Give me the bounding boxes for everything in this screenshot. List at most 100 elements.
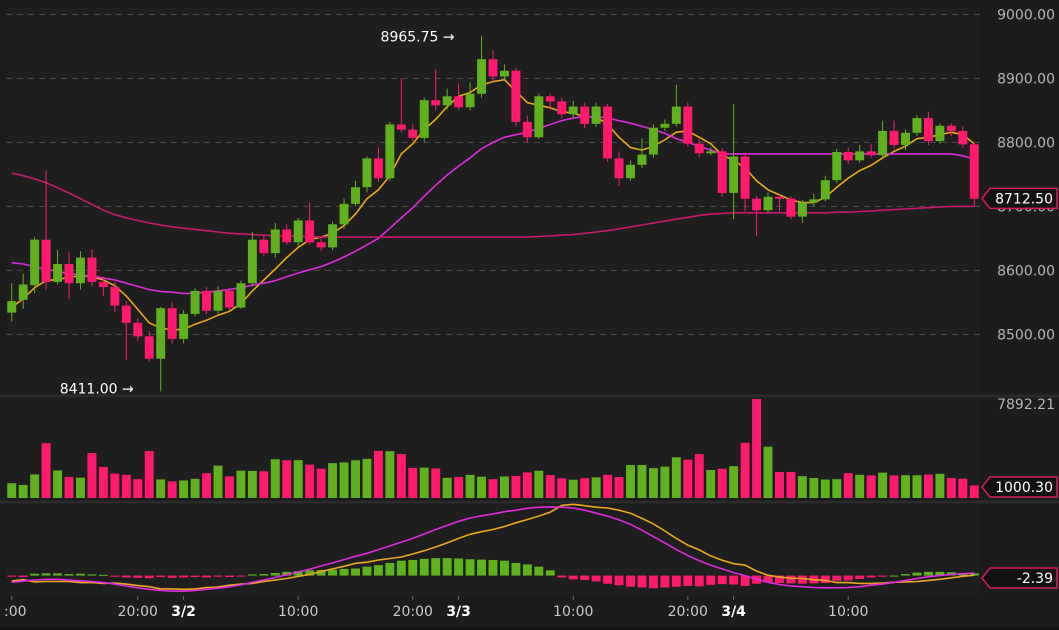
price-annotation: 8411.00 → (60, 381, 134, 397)
candle-body (820, 180, 830, 200)
macd-histogram-bar (866, 575, 876, 578)
volume-bar (328, 463, 338, 498)
volume-bar (7, 483, 17, 498)
volume-bar (270, 459, 280, 498)
macd-histogram-bar (351, 568, 360, 576)
value-tag-label: 8712.50 (995, 191, 1053, 207)
macd-histogram-bar (499, 560, 509, 576)
candle (855, 144, 865, 163)
candle (18, 273, 28, 309)
candle (167, 302, 177, 344)
macd-histogram-bar (912, 572, 922, 576)
candle (41, 171, 51, 290)
macd-histogram-bar (442, 558, 452, 576)
macd-histogram-bar (878, 575, 888, 577)
macd-histogram-bar (969, 573, 979, 576)
candle (7, 283, 17, 322)
candle-body (53, 264, 63, 282)
candle (30, 237, 40, 293)
time-tick-label: 3/2 (171, 604, 196, 620)
candle-body (259, 239, 269, 254)
volume-bar (626, 465, 635, 498)
price-tick-label: 9000.00 (997, 7, 1055, 23)
candle-body (98, 281, 108, 288)
candle-body (706, 151, 716, 154)
volume-bar (247, 470, 257, 498)
candle (373, 147, 383, 183)
candle-body (923, 118, 933, 142)
candle (224, 287, 234, 311)
candle-body (431, 100, 441, 106)
macd-histogram-bar (603, 575, 613, 584)
candle (202, 287, 211, 314)
candle-body (660, 123, 670, 128)
volume-bar (671, 457, 681, 498)
volume-max-label: 7892.21 (997, 397, 1055, 413)
macd-histogram-bar (763, 575, 773, 583)
volume-bar (18, 484, 28, 498)
volume-bar (41, 443, 51, 498)
candle (820, 175, 830, 202)
volume-bar (786, 471, 796, 498)
macd-histogram-bar (832, 575, 842, 581)
candle (866, 143, 876, 158)
macd-histogram-bar (339, 568, 349, 576)
candle-body (339, 203, 349, 225)
candle (683, 102, 693, 147)
volume-bar (167, 481, 177, 498)
volume-bar (958, 478, 968, 498)
macd-histogram-bar (626, 575, 635, 587)
candle (98, 276, 108, 296)
candle-body (545, 96, 555, 102)
candle (752, 196, 762, 236)
volume-bar (901, 475, 910, 498)
candle (809, 193, 819, 207)
macd-histogram-bar (488, 559, 498, 576)
time-tick-label: 20:00 (668, 604, 708, 620)
candle (889, 120, 899, 149)
candle (637, 138, 647, 168)
candle-body (591, 106, 601, 124)
candle (190, 288, 200, 317)
candle (133, 318, 143, 341)
candle-body (351, 187, 360, 204)
candle-body (144, 336, 154, 359)
candle-body (18, 284, 28, 300)
candle-body (373, 158, 383, 179)
candle-body (843, 152, 853, 161)
volume-bar (259, 471, 269, 498)
candle-body (499, 70, 509, 77)
candle (179, 310, 189, 344)
volume-bar (499, 476, 509, 498)
candle (144, 331, 154, 362)
candle (213, 286, 223, 314)
macd-histogram-bar (786, 575, 796, 584)
macd-histogram-bar (855, 575, 865, 579)
candle-body (511, 70, 521, 122)
volume-bar (202, 473, 211, 498)
volume-bar (190, 478, 200, 498)
candle (64, 252, 74, 300)
time-tick-label: 10:00 (553, 604, 593, 620)
candle (614, 151, 624, 186)
candle-body (224, 290, 234, 308)
candle (717, 148, 727, 197)
macd-histogram-bar (775, 575, 784, 583)
macd-histogram-bar (419, 558, 429, 576)
candle-body (958, 130, 968, 145)
macd-histogram-bar (144, 575, 154, 579)
candle-body (946, 125, 956, 131)
candle (53, 249, 63, 285)
candle (351, 180, 360, 207)
candle (121, 301, 131, 360)
volume-bar (454, 477, 464, 498)
candle-body (935, 125, 945, 142)
candle (706, 147, 716, 156)
candle-body (729, 156, 739, 193)
volume-bar (889, 475, 899, 498)
macd-histogram-bar (121, 575, 131, 578)
volume-bar (477, 476, 487, 498)
volume-bar (224, 476, 234, 498)
